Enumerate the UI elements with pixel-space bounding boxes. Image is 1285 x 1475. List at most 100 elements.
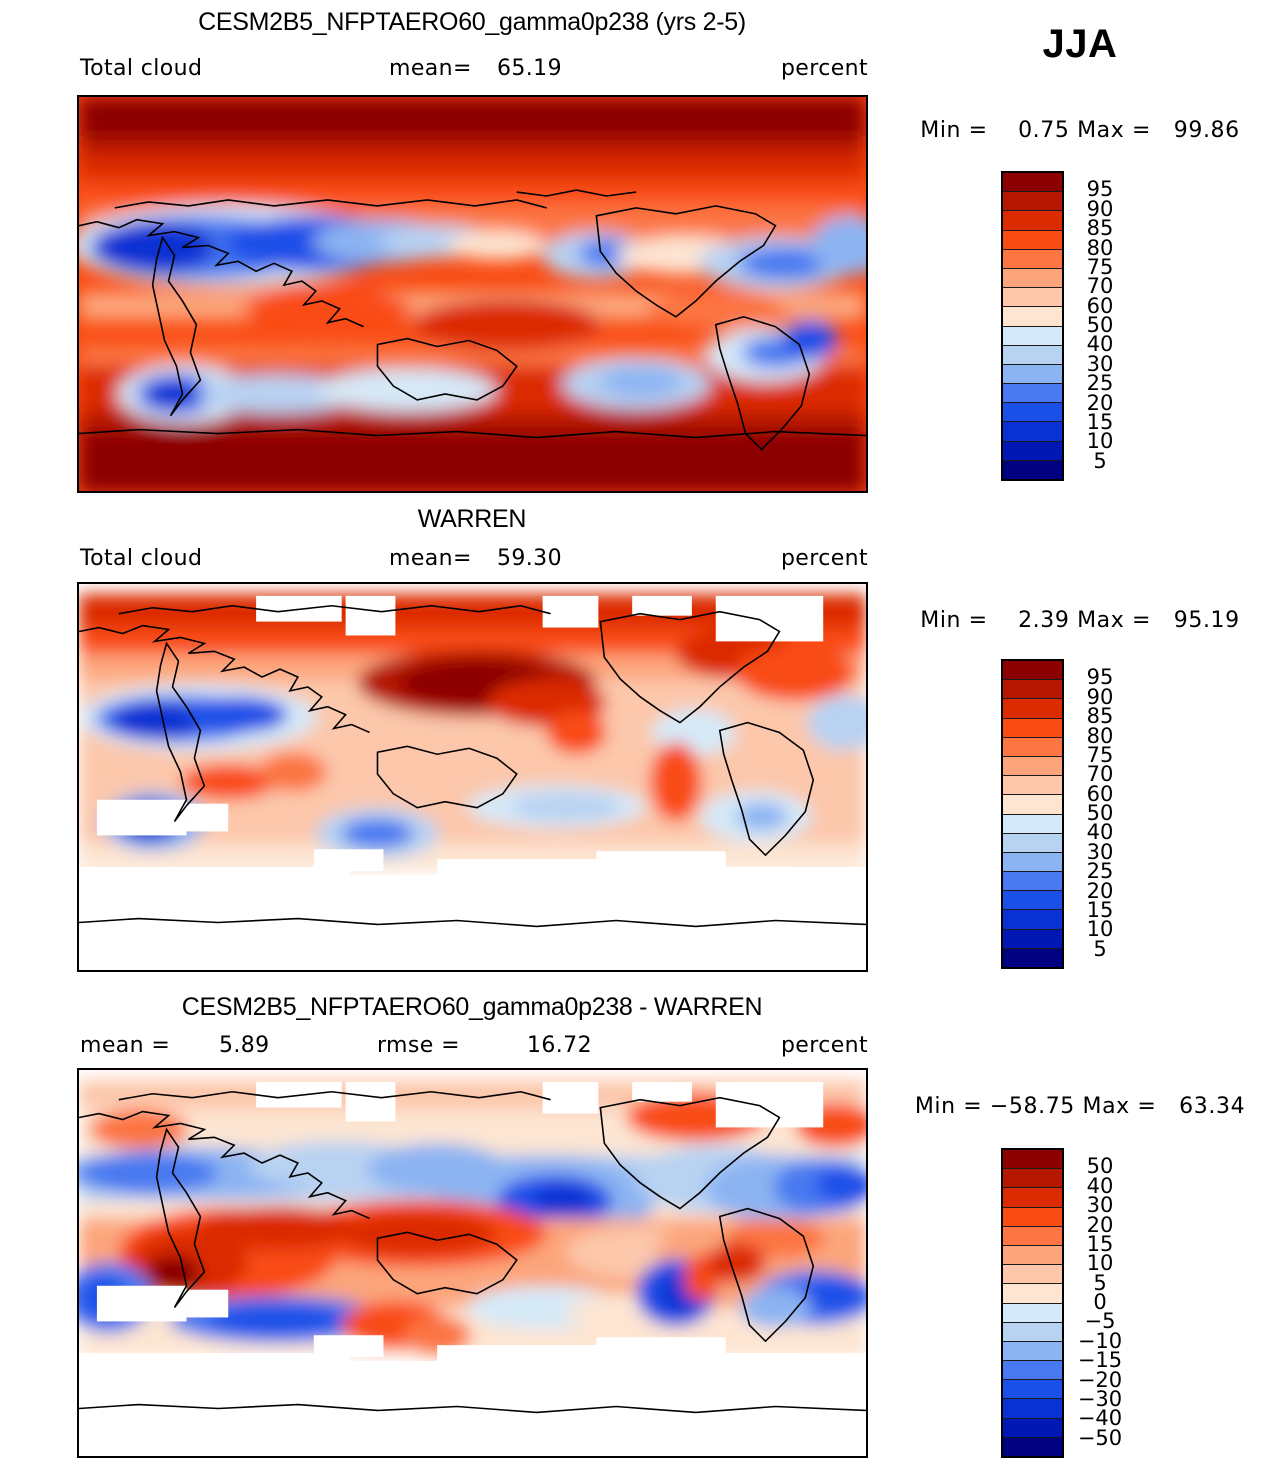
colorbar-tick-label: 90 [1086, 196, 1114, 221]
colorbar-swatch [1003, 1150, 1062, 1170]
panel-obs-title: WARREN [417, 505, 527, 533]
colorbar-swatch [1003, 460, 1062, 479]
colorbar-swatch [1003, 1322, 1062, 1342]
panel-difference-title: CESM2B5_NFPTAERO60_gamma0p238 - WARREN [181, 993, 763, 1021]
colorbar-swatch [1003, 345, 1062, 365]
colorbar-swatch [1003, 910, 1062, 930]
colorbar-tick-label: 5 [1093, 936, 1107, 961]
colorbar-tick-label: 20 [1086, 390, 1114, 415]
colorbar-model-swatches [1001, 171, 1064, 481]
rmse-value: 16.72 [527, 1033, 592, 1058]
colorbar-swatch [1003, 1245, 1062, 1266]
colorbar-swatch [1003, 1399, 1062, 1419]
colorbar-swatch [1003, 661, 1062, 681]
colorbar-swatch [1003, 1226, 1062, 1246]
colorbar-swatch [1003, 872, 1062, 892]
colorbar-tick-label: 90 [1086, 684, 1114, 709]
colorbar-tick-label: 10 [1086, 429, 1114, 454]
colorbar-tick-label: 30 [1086, 351, 1114, 376]
colorbar-swatch [1003, 1361, 1062, 1381]
colorbar-tick-label: 0 [1093, 1290, 1107, 1314]
colorbar-difference: 50 40 30 20 15 10 5 0 −5 −10 −15 −20 −30 −40 −50 [1001, 1148, 1141, 1458]
units-label: percent [780, 546, 868, 571]
colorbar-tick-label: 80 [1086, 235, 1114, 260]
season-label: JJA [1042, 22, 1118, 66]
colorbar-tick-label: 20 [1086, 878, 1114, 903]
colorbar-swatch [1003, 288, 1062, 308]
colorbar-tick-label: −15 [1077, 1348, 1123, 1373]
colorbar-swatch [1003, 1380, 1062, 1400]
colorbar-swatch [1003, 441, 1062, 461]
colorbar-swatch [1003, 814, 1062, 834]
colorbar-tick-label: 50 [1086, 1154, 1114, 1179]
map-model [77, 95, 868, 493]
colorbar-swatch [1003, 1341, 1062, 1362]
colorbar-swatch [1003, 268, 1062, 289]
colorbar-model: 95 90 85 80 75 70 60 50 40 30 25 20 15 10 5 [1001, 171, 1141, 481]
colorbar-tick-label: 15 [1086, 897, 1114, 922]
colorbar-swatch [1003, 891, 1062, 911]
colorbar-tick-label: 95 [1086, 177, 1114, 202]
panel-obs-minmax: Min = 2.39 Max = 95.19 [920, 608, 1240, 633]
variable-label: Total cloud [80, 56, 203, 81]
colorbar-tick-label: 85 [1086, 704, 1114, 729]
colorbar-tick-label: 10 [1086, 917, 1114, 942]
colorbar-model-ticks: 95 90 85 80 75 70 60 50 40 30 25 20 15 10 5 [1069, 171, 1139, 481]
colorbar-swatch [1003, 1303, 1062, 1323]
colorbar-tick-label: 40 [1086, 820, 1114, 845]
colorbar-tick-label: 5 [1093, 448, 1107, 473]
colorbar-tick-label: −10 [1077, 1328, 1123, 1353]
colorbar-swatch [1003, 718, 1062, 738]
colorbar-difference-swatches [1001, 1148, 1064, 1458]
colorbar-tick-label: 50 [1086, 313, 1114, 337]
colorbar-swatch [1003, 173, 1062, 193]
mean-value: 59.30 [497, 546, 562, 571]
colorbar-tick-label: 25 [1086, 371, 1114, 396]
panel-model-stats: Total cloud mean= 65.19 percent [77, 56, 870, 82]
colorbar-tick-label: −5 [1084, 1309, 1116, 1334]
colorbar-tick-label: 30 [1086, 1193, 1114, 1218]
colorbar-tick-label: 75 [1086, 742, 1114, 767]
panel-model-title: CESM2B5_NFPTAERO60_gamma0p238 (yrs 2-5) [198, 8, 746, 36]
colorbar-tick-label: 20 [1086, 1212, 1114, 1237]
mean-label: mean= [389, 546, 472, 571]
colorbar-swatch [1003, 1418, 1062, 1438]
colorbar-tick-label: 70 [1086, 762, 1114, 787]
colorbar-swatch [1003, 833, 1062, 853]
colorbar-tick-label: 95 [1086, 665, 1114, 690]
colorbar-tick-label: 40 [1086, 332, 1114, 357]
colorbar-tick-label: −20 [1077, 1367, 1123, 1392]
colorbar-swatch [1003, 211, 1062, 231]
colorbar-tick-label: 30 [1086, 839, 1114, 864]
panel-model-minmax: Min = 0.75 Max = 99.86 [920, 118, 1240, 143]
colorbar-tick-label: 60 [1086, 781, 1114, 806]
colorbar-tick-label: −30 [1077, 1386, 1123, 1411]
colorbar-swatch [1003, 1188, 1062, 1208]
colorbar-tick-label: 70 [1086, 274, 1114, 299]
panel-obs-stats: Total cloud mean= 59.30 percent [77, 546, 870, 572]
colorbar-tick-label: −40 [1077, 1406, 1123, 1431]
colorbar-swatch [1003, 680, 1062, 700]
variable-label: Total cloud [80, 546, 203, 571]
colorbar-tick-label: 75 [1086, 254, 1114, 279]
mean-value: 5.89 [219, 1033, 270, 1058]
colorbar-tick-label: 15 [1086, 1231, 1114, 1256]
map-difference [77, 1068, 868, 1458]
colorbar-swatch [1003, 422, 1062, 442]
colorbar-swatch [1003, 384, 1062, 404]
colorbar-swatch [1003, 699, 1062, 719]
colorbar-swatch [1003, 326, 1062, 346]
colorbar-tick-label: 5 [1093, 1270, 1107, 1295]
colorbar-obs-swatches [1001, 659, 1064, 969]
colorbar-swatch [1003, 1207, 1062, 1227]
colorbar-swatch [1003, 249, 1062, 269]
colorbar-swatch [1003, 364, 1062, 385]
panel-difference-stats: mean = 5.89 rmse = 16.72 percent [77, 1033, 870, 1059]
colorbar-obs: 95 90 85 80 75 70 60 50 40 30 25 20 15 10 5 [1001, 659, 1141, 969]
mean-label: mean = [80, 1033, 171, 1058]
colorbar-swatch [1003, 1284, 1062, 1304]
colorbar-swatch [1003, 929, 1062, 949]
colorbar-tick-label: 50 [1086, 801, 1114, 825]
colorbar-swatch [1003, 737, 1062, 757]
colorbar-swatch [1003, 1265, 1062, 1285]
